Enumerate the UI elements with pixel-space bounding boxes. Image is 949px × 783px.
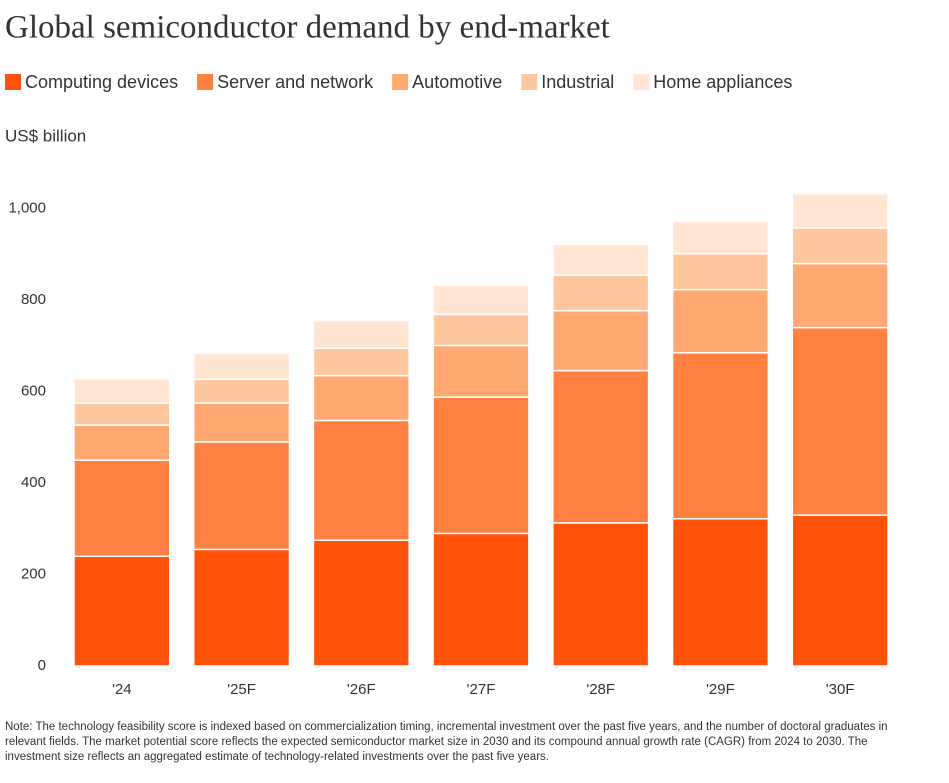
- bar-segment: [671, 220, 770, 255]
- bar-segment: [671, 518, 770, 667]
- x-tick-label: '27F: [467, 681, 496, 698]
- bar-segment: [192, 441, 291, 551]
- bar-segment: [552, 274, 650, 312]
- legend-label: Automotive: [412, 72, 502, 92]
- x-tick-label: '30F: [826, 681, 855, 698]
- y-tick-label: 200: [21, 566, 46, 583]
- bar-segment: [312, 320, 410, 349]
- x-tick-label: '28F: [586, 681, 615, 698]
- bar-segment: [73, 459, 171, 558]
- legend-swatch: [197, 74, 214, 90]
- legend: Computing devices Server and network Autom…: [5, 72, 792, 92]
- bar-segment: [671, 288, 770, 354]
- legend-swatch: [392, 74, 409, 90]
- chart-title: Global semiconductor demand by end-marke…: [5, 10, 610, 46]
- bar-segment: [312, 374, 410, 422]
- bar-segment: [791, 262, 889, 329]
- legend-swatch: [633, 74, 650, 90]
- legend-swatch: [5, 74, 21, 90]
- x-tick-label: '29F: [706, 681, 735, 698]
- bar-segment: [791, 192, 889, 229]
- bar-segment: [73, 424, 171, 461]
- x-tick-label: '25F: [227, 681, 256, 698]
- y-tick-label: 600: [21, 383, 46, 400]
- bar-segment: [73, 555, 171, 667]
- legend-label: Home appliances: [653, 72, 792, 92]
- bar-segment: [552, 522, 650, 667]
- bar-segment: [312, 539, 410, 667]
- bar-segment: [432, 532, 530, 667]
- bar-segment: [432, 313, 530, 347]
- legend-label: Computing devices: [25, 72, 178, 92]
- x-tick-label: '26F: [347, 681, 376, 698]
- bar-segment: [312, 347, 410, 377]
- y-tick-label: 0: [38, 657, 46, 674]
- bar-segment: [432, 284, 530, 316]
- y-axis-label: US$ billion: [5, 126, 86, 145]
- y-tick-label: 800: [21, 291, 46, 308]
- y-tick-label: 1,000: [8, 200, 46, 217]
- bar-segment: [192, 548, 291, 667]
- bar-segment: [432, 344, 530, 398]
- bar-segment: [192, 352, 291, 381]
- bar-segment: [791, 326, 889, 516]
- x-tick-label: '24: [112, 681, 132, 698]
- bar-segment: [192, 378, 291, 404]
- bar-segment: [73, 378, 171, 404]
- bar-segment: [791, 227, 889, 265]
- bar-segment: [552, 369, 650, 524]
- bar-segment: [432, 396, 530, 535]
- bar-segment: [552, 243, 650, 276]
- legend-label: Server and network: [217, 72, 374, 92]
- legend-label: Industrial: [541, 72, 614, 92]
- bar-segment: [791, 514, 889, 667]
- bar-segment: [192, 402, 291, 443]
- bar-segment: [73, 402, 171, 426]
- bar-segment: [312, 419, 410, 542]
- chart: Global semiconductor demand by end-marke…: [5, 10, 889, 698]
- bar-segment: [552, 309, 650, 372]
- legend-swatch: [521, 74, 538, 90]
- y-tick-label: 400: [21, 474, 46, 491]
- bar-segment: [671, 252, 770, 291]
- note: Note: The technology feasibility score i…: [5, 721, 888, 763]
- bar-segment: [671, 352, 770, 520]
